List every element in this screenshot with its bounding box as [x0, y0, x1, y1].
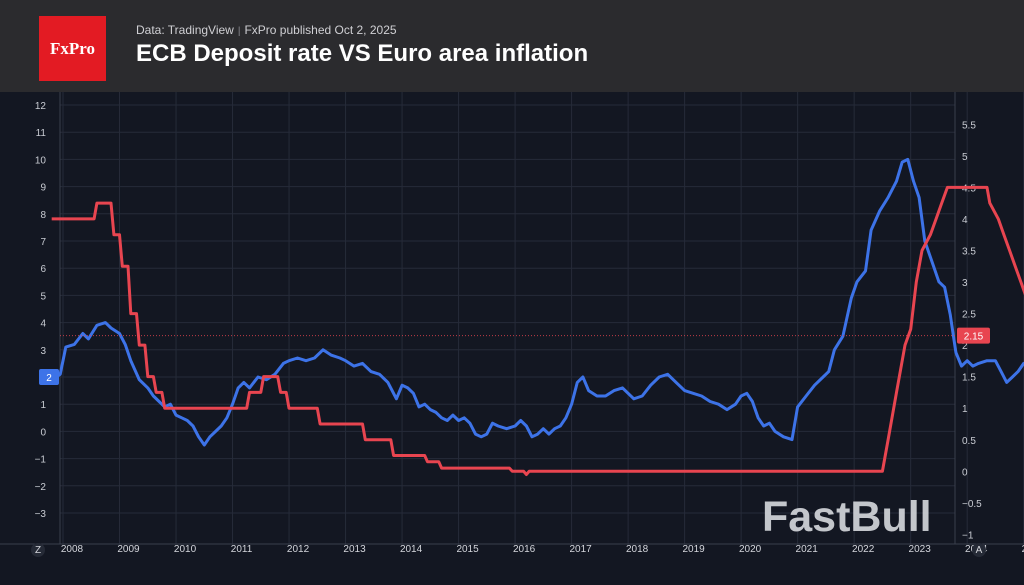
x-tick-label: 2008: [61, 544, 84, 555]
left-tick-label: −2: [35, 482, 47, 493]
right-tick-label: 5.5: [962, 120, 976, 131]
right-tick-label: 4: [962, 215, 968, 226]
zoom-corner-label: Z: [35, 545, 41, 556]
x-tick-label: 2010: [174, 544, 197, 555]
left-tick-label: 10: [35, 155, 47, 166]
series-layer: [50, 157, 1024, 476]
right-tick-label: 0: [962, 467, 968, 478]
x-axis: 2008 2009 2010 2011 2012 2013 2014 2015 2016 2017…: [31, 543, 1024, 557]
inflation-line: [50, 157, 1024, 447]
data-source: Data: TradingView: [136, 23, 234, 37]
x-tick-label: 2017: [569, 544, 592, 555]
left-tick-label: −3: [35, 509, 47, 520]
x-tick-label: 2011: [231, 544, 253, 555]
left-tick-label: 1: [40, 400, 46, 411]
source-line: Data: TradingView | FxPro published Oct 2,…: [136, 23, 397, 37]
published-date: FxPro published Oct 2, 2025: [244, 23, 397, 37]
right-tick-label: 3: [962, 278, 968, 289]
left-tick-label: −1: [35, 455, 47, 466]
right-tick-label: 5: [962, 152, 968, 163]
x-tick-label: 2018: [626, 544, 649, 555]
left-tick-label: 4: [40, 319, 46, 330]
plot-background: [0, 92, 1024, 585]
left-tick-label: 9: [40, 183, 46, 194]
x-tick-label: 2023: [909, 544, 932, 555]
inflation-value-label: 2: [46, 373, 52, 384]
x-tick-label: 2025: [1022, 544, 1024, 555]
x-tick-label: 2019: [682, 544, 705, 555]
x-tick-label: 2013: [343, 544, 366, 555]
chart-title: ECB Deposit rate VS Euro area inflation: [136, 40, 589, 67]
x-tick-label: 2020: [739, 544, 762, 555]
inflation-value-badge: [39, 369, 59, 385]
left-tick-label: 0: [40, 427, 46, 438]
left-tick-label: 3: [40, 346, 46, 357]
auto-corner-label: A: [976, 545, 983, 556]
right-tick-label: 0.5: [962, 436, 976, 447]
right-tick-label: 2.5: [962, 310, 976, 321]
zoom-corner: [31, 543, 45, 557]
left-tick-label: 6: [40, 264, 46, 275]
x-tick-label: 2016: [513, 544, 536, 555]
x-tick-label: 2009: [117, 544, 140, 555]
deposit-rate-value-badge: [957, 327, 990, 344]
chart-header: FxPro Data: TradingView | FxPro published …: [0, 0, 1024, 92]
right-tick-label: 1: [962, 404, 968, 415]
right-tick-label: 1.5: [962, 373, 976, 384]
deposit-rate-line: [51, 185, 1024, 476]
x-tick-label: 2012: [287, 544, 310, 555]
right-tick-label: 2: [962, 341, 968, 352]
source-separator: |: [237, 26, 241, 37]
right-tick-label: 3.5: [962, 246, 976, 257]
value-labels: 2.152: [39, 327, 990, 385]
left-tick-label: 7: [40, 237, 46, 248]
right-tick-label: −0.5: [962, 499, 982, 510]
auto-corner: [972, 543, 986, 557]
right-tick-label: −1: [962, 530, 974, 541]
left-tick-label: 12: [35, 101, 47, 112]
x-tick-label: 2021: [796, 544, 819, 555]
deposit-rate-value-label: 2.15: [964, 332, 984, 343]
left-tick-label: 5: [40, 291, 46, 302]
x-tick-label: 2022: [852, 544, 875, 555]
grid: [0, 92, 1024, 585]
fastbull-watermark: FastBull: [762, 493, 932, 541]
left-tick-label: 8: [40, 210, 46, 221]
left-axis: 1211109876543210−1−2−3: [35, 101, 47, 520]
fxpro-logo: FxPro: [39, 16, 106, 81]
line-chart: 1211109876543210−1−2−3 5.554.543.532.521…: [0, 92, 1024, 585]
left-tick-label: 11: [36, 128, 47, 139]
x-tick-label: 2015: [456, 544, 479, 555]
x-tick-label: 2014: [400, 544, 423, 555]
